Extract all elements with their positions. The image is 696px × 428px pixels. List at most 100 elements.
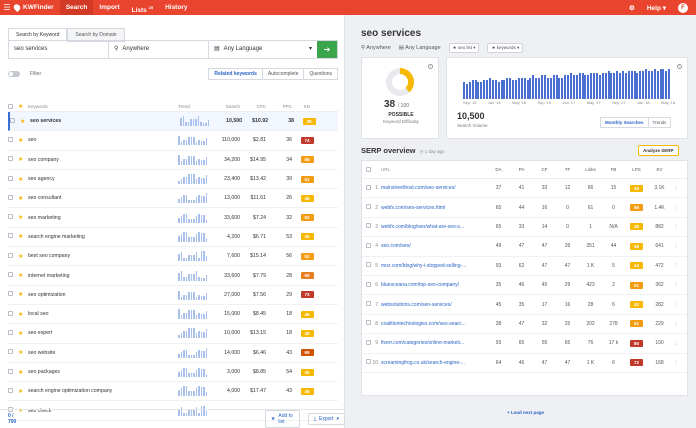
keyword-cell[interactable]: seo expert [28, 330, 53, 337]
serp-row-checkbox[interactable] [362, 301, 372, 308]
serp-row-checkbox[interactable] [362, 339, 372, 347]
header-da[interactable]: DA [495, 167, 502, 172]
serp-url-link[interactable]: fiverr.com/categories/online-marketi... [381, 340, 465, 347]
row-checkbox[interactable] [10, 117, 20, 125]
star-icon[interactable]: ★ [18, 369, 24, 376]
more-options-icon[interactable]: ⋮ [673, 359, 679, 366]
serp-row[interactable]: 9 fiverr.com/categories/online-marketi...… [362, 334, 687, 354]
table-row[interactable]: ★ internet marketing 33,600 $7.79 28 60 [8, 266, 338, 286]
keywords-pill[interactable]: ★ keywords ▾ [487, 43, 524, 53]
star-icon[interactable]: ★ [18, 253, 24, 260]
serp-row[interactable]: 1 mainstreethost.com/seo-services/37 41 33 1… [362, 179, 687, 199]
more-options-icon[interactable]: ⋮ [673, 243, 679, 250]
more-options-icon[interactable]: ⋮ [673, 340, 679, 347]
keyword-cell[interactable]: seo packages [28, 369, 61, 375]
list-pill[interactable]: ★ seo list ▾ [448, 43, 480, 53]
export-button[interactable]: ⤓ Export ▾ [307, 413, 345, 425]
location-select[interactable]: ⚲ Anywhere [109, 41, 209, 58]
more-options-icon[interactable]: ⋮ [673, 320, 679, 327]
table-row[interactable]: ★ seo expert 10,000 $13.15 18 48 [8, 324, 338, 344]
keyword-cell[interactable]: seo consultant [28, 195, 62, 202]
keyword-cell[interactable]: seo marketing [28, 214, 61, 221]
star-icon[interactable]: ★ [18, 137, 24, 144]
header-ppc[interactable]: PPC [282, 104, 292, 109]
tab-questions[interactable]: Questions [309, 71, 332, 77]
header-keywords[interactable]: Keywords [28, 104, 48, 109]
star-icon[interactable]: ★ [18, 330, 24, 337]
keyword-cell[interactable]: seo services [30, 118, 62, 125]
serp-row-checkbox[interactable] [362, 359, 372, 366]
header-fb[interactable]: FB [610, 167, 617, 172]
more-options-icon[interactable]: ⋮ [673, 282, 679, 289]
star-icon[interactable]: ★ [18, 234, 24, 241]
serp-url-link[interactable]: coalitiontechnologies.com/seo-searc... [381, 320, 466, 327]
star-icon[interactable]: ★ [18, 176, 24, 183]
header-cf[interactable]: CF [541, 167, 548, 172]
nav-lists[interactable]: Lists 25 [126, 0, 159, 15]
keyword-cell[interactable]: seo company [28, 156, 59, 163]
serp-url-link[interactable]: seo.com/seo/ [381, 243, 411, 250]
keyword-input[interactable]: seo services [9, 41, 109, 58]
nav-import[interactable]: Import [99, 4, 120, 11]
serp-url-link[interactable]: blueoceana.com/top-seo-company/ [381, 282, 460, 289]
serp-row[interactable]: 6 blueoceana.com/top-seo-company/35 46 45 29… [362, 276, 687, 296]
keyword-cell[interactable]: search engine optimization company [28, 388, 113, 395]
nav-history[interactable]: History [165, 4, 188, 11]
table-row[interactable]: ★ seo agency 23,400 $13.42 39 51 [8, 170, 338, 190]
serp-row[interactable]: 3 webfx.com/blog/seo/what-are-seo-s... 65 3… [362, 218, 687, 238]
star-icon[interactable]: ★ [18, 157, 24, 164]
row-checkbox[interactable] [8, 214, 18, 221]
serp-row-checkbox[interactable] [362, 184, 372, 192]
serp-url-link[interactable]: screamingfrog.co.uk/search-engine-... [381, 359, 465, 366]
filter-toggle[interactable] [8, 71, 20, 77]
more-options-icon[interactable]: ⋮ [673, 204, 679, 211]
serp-row-checkbox[interactable] [362, 204, 372, 211]
keyword-cell[interactable]: seo optimization [28, 291, 66, 298]
table-row[interactable]: ★ seo 110,000 $2.81 36 74 [8, 131, 338, 151]
serp-row[interactable]: 4 seo.com/seo/49 47 47 39 351 44 48 641 ⋮ [362, 237, 687, 257]
load-next-page-button[interactable]: + Load next page [507, 410, 544, 415]
serp-select-all-checkbox[interactable] [362, 166, 372, 173]
help-menu[interactable]: Help ▾ [646, 4, 666, 12]
add-to-list-button[interactable]: ★ Add to list [264, 410, 300, 428]
table-row[interactable]: ★ local seo 15,000 $8.45 18 46 [8, 305, 338, 325]
star-icon[interactable]: ★ [20, 118, 26, 125]
row-checkbox[interactable] [8, 194, 18, 202]
row-checkbox[interactable] [8, 252, 18, 260]
tab-autocomplete[interactable]: Autocomplete [263, 69, 305, 79]
row-checkbox[interactable] [8, 329, 18, 337]
table-row[interactable]: ★ seo optimization 27,000 $7.56 29 73 [8, 286, 338, 305]
row-checkbox[interactable] [8, 291, 18, 298]
serp-url-link[interactable]: moz.com/blog/why-i-stopped-selling-... [381, 262, 467, 269]
tab-search-by-keyword[interactable]: Search by Keyword [8, 28, 68, 42]
row-checkbox[interactable] [8, 349, 18, 356]
info-icon[interactable]: i [428, 64, 433, 69]
star-icon[interactable]: ★ [18, 350, 24, 357]
table-row[interactable]: ★ seo website 14,000 $6.46 43 69 [8, 344, 338, 363]
row-checkbox[interactable] [8, 387, 18, 395]
row-checkbox[interactable] [8, 310, 18, 318]
info-icon[interactable]: i [677, 64, 682, 69]
keyword-cell[interactable]: seo agency [28, 176, 55, 183]
header-pa[interactable]: PA [518, 167, 525, 172]
row-checkbox[interactable] [8, 368, 18, 376]
header-links[interactable]: Links [585, 167, 596, 172]
serp-row[interactable]: 2 webfx.com/seo-services.html 65 44 16 0 61 0 55… [362, 198, 687, 218]
nav-search[interactable]: Search [59, 0, 94, 15]
serp-row-checkbox[interactable] [362, 320, 372, 327]
row-checkbox[interactable] [8, 175, 18, 183]
header-ev[interactable]: EV [656, 167, 663, 172]
tab-monthly-searches[interactable]: Monthly Searches [601, 118, 649, 127]
filter-label[interactable]: Filter [30, 71, 42, 77]
keyword-cell[interactable]: local seo [28, 311, 49, 318]
header-tf[interactable]: TF [564, 167, 571, 172]
header-lps[interactable]: LPS [632, 167, 641, 172]
more-options-icon[interactable]: ⋮ [673, 185, 679, 192]
serp-row[interactable]: 7 websolutions.com/seo-services/45 35 17 16 2… [362, 295, 687, 315]
avatar[interactable]: F [678, 2, 688, 13]
analyze-serp-button[interactable]: Analyze SERP [638, 145, 679, 156]
star-icon[interactable]: ★ [18, 311, 24, 318]
more-options-icon[interactable]: ⋮ [673, 223, 679, 230]
keyword-cell[interactable]: internet marketing [28, 272, 70, 279]
star-icon[interactable]: ★ [18, 292, 24, 299]
